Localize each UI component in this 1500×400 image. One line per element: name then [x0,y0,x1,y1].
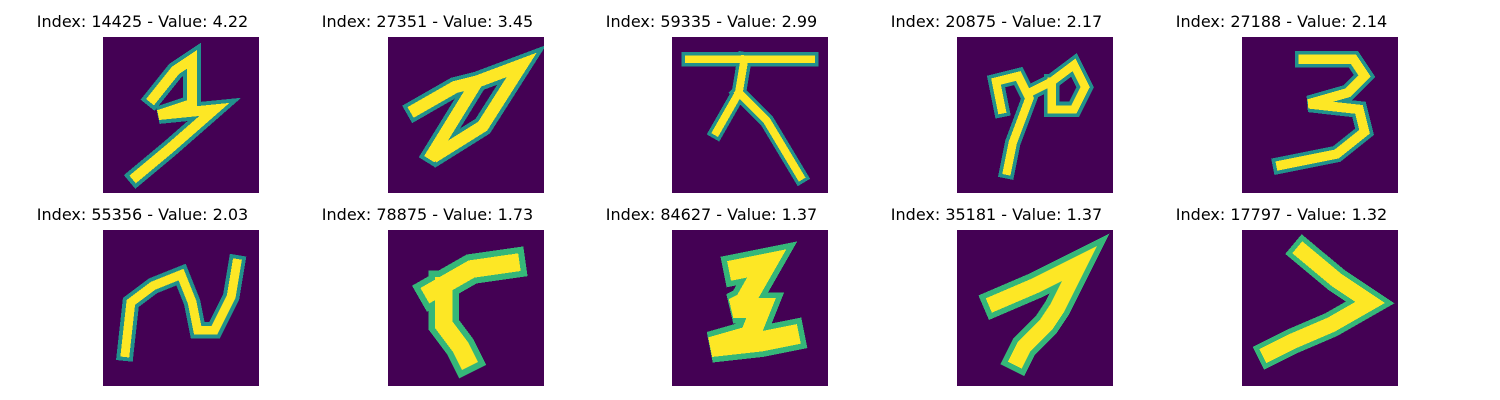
digit-image [1242,37,1398,193]
image-panel: Index: 14425 - Value: 4.22 [0,0,285,193]
image-panel: Index: 78875 - Value: 1.73 [285,193,570,386]
panel-title: Index: 27188 - Value: 2.14 [1175,12,1388,31]
digit-image [957,37,1113,193]
image-panel: Index: 35181 - Value: 1.37 [854,193,1139,386]
digit-image [103,230,259,386]
digit-image [103,37,259,193]
panel-title: Index: 84627 - Value: 1.37 [605,205,818,224]
digit-image [1242,230,1398,386]
image-panel: Index: 55356 - Value: 2.03 [0,193,285,386]
image-panel: Index: 20875 - Value: 2.17 [854,0,1139,193]
digit-image [957,230,1113,386]
panel-title: Index: 14425 - Value: 4.22 [36,12,249,31]
image-panel: Index: 84627 - Value: 1.37 [569,193,854,386]
image-panel: Index: 59335 - Value: 2.99 [569,0,854,193]
panel-title: Index: 27351 - Value: 3.45 [321,12,534,31]
panel-title: Index: 20875 - Value: 2.17 [890,12,1103,31]
image-panel: Index: 27188 - Value: 2.14 [1139,0,1424,193]
panel-title: Index: 35181 - Value: 1.37 [890,205,1103,224]
digit-image [388,230,544,386]
panel-title: Index: 17797 - Value: 1.32 [1175,205,1388,224]
digit-image [672,37,828,193]
digit-image [388,37,544,193]
panel-title: Index: 59335 - Value: 2.99 [605,12,818,31]
panel-title: Index: 55356 - Value: 2.03 [36,205,249,224]
digit-image [672,230,828,386]
image-panel: Index: 17797 - Value: 1.32 [1139,193,1424,386]
panel-title: Index: 78875 - Value: 1.73 [321,205,534,224]
image-panel: Index: 27351 - Value: 3.45 [285,0,570,193]
